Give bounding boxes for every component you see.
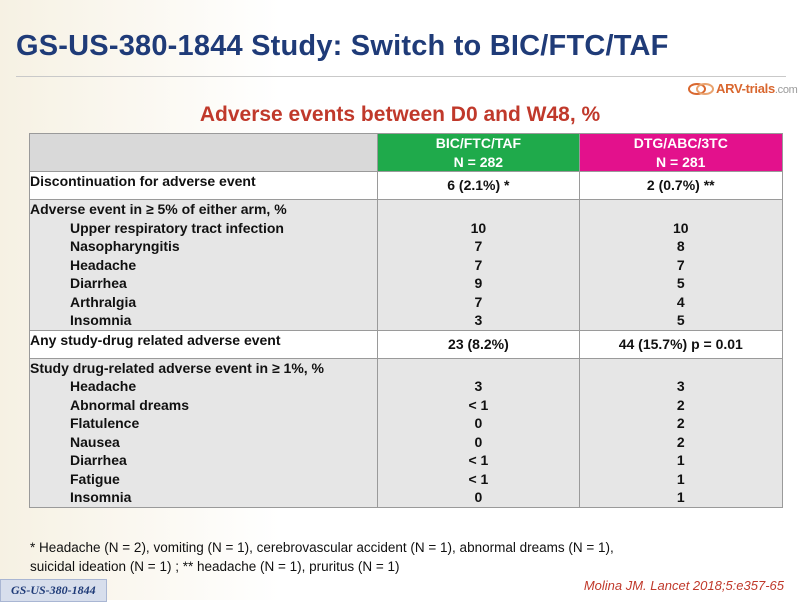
header-dtg-abc-3tc: DTG/ABC/3TC N = 281 [578, 133, 784, 172]
list-item-value: 1 [676, 452, 685, 468]
table-footnote: * Headache (N = 2), vomiting (N = 1), ce… [30, 538, 770, 576]
row-discontinuation: Discontinuation for adverse event 6 (2.1… [28, 171, 784, 200]
list-item-value: 7 [474, 293, 483, 310]
citation: Molina JM. Lancet 2018;5:e357-65 [583, 578, 784, 593]
header-bic-ftc-taf: BIC/FTC/TAF N = 282 [377, 133, 580, 172]
list-item-value: 5 [676, 275, 685, 291]
list-item-label: Diarrhea [70, 452, 127, 468]
list-item-value: 8 [676, 238, 685, 254]
arm2-name: DTG/ABC/3TC [633, 135, 728, 151]
logo-text: ARV-trials.com [716, 81, 798, 96]
group-heading: Study drug-related adverse event in ≥ 1%… [30, 359, 324, 376]
list-item-value: < 1 [468, 452, 489, 468]
list-item-value: 9 [474, 275, 483, 291]
arv-trials-logo: ARV-trials.com [688, 81, 798, 96]
list-item-value: < 1 [468, 396, 489, 413]
row-label-group: Adverse event in ≥ 5% of either arm, % U… [28, 199, 379, 331]
list-item-value: 2 [676, 415, 685, 431]
slide-title: GS-US-380-1844 Study: Switch to BIC/FTC/… [16, 30, 669, 62]
arv-logo-icon [688, 82, 714, 96]
row-label: Discontinuation for adverse event [28, 171, 379, 200]
arm1-name: BIC/FTC/TAF [435, 135, 522, 151]
list-item-value: 1 [676, 489, 685, 505]
table-subtitle: Adverse events between D0 and W48, % [199, 103, 601, 126]
list-item-label: Insomnia [70, 312, 132, 328]
footnote-line-2: suicidal ideation (N = 1) ; ** headache … [30, 559, 400, 574]
list-item-value: 7 [474, 256, 483, 273]
cell-arm2-group: 10 8 7 5 4 5 [578, 199, 784, 331]
row-related-1pct: Study drug-related adverse event in ≥ 1%… [28, 357, 784, 508]
list-item-label: Headache [70, 378, 137, 394]
title-divider [16, 76, 786, 77]
list-item-label: Abnormal dreams [70, 396, 190, 413]
list-item-label: Diarrhea [70, 275, 127, 291]
list-item-value: < 1 [468, 470, 489, 487]
header-blank-cell [28, 133, 379, 172]
list-item-value: 4 [676, 293, 685, 310]
arm2-n: N = 281 [656, 153, 706, 170]
list-item-value: 10 [470, 219, 487, 236]
list-item-label: Upper respiratory tract infection [70, 219, 284, 236]
list-item-value: 0 [474, 433, 483, 450]
list-item-label: Insomnia [70, 489, 132, 505]
footnote-line-1: * Headache (N = 2), vomiting (N = 1), ce… [30, 540, 614, 555]
list-item-value: 2 [676, 396, 685, 413]
cell-arm1: 23 (8.2%) [377, 329, 580, 359]
list-item-value: 0 [474, 489, 483, 505]
cell-arm1: 6 (2.1%) * [377, 171, 580, 200]
row-ae-5pct: Adverse event in ≥ 5% of either arm, % U… [28, 199, 784, 331]
list-item-label: Arthralgia [70, 293, 137, 310]
list-item-label: Headache [70, 256, 137, 273]
row-label-group: Study drug-related adverse event in ≥ 1%… [28, 357, 379, 508]
row-label: Any study-drug related adverse event [28, 329, 379, 359]
list-item-label: Nausea [70, 433, 120, 450]
adverse-events-table: BIC/FTC/TAF N = 282 DTG/ABC/3TC N = 281 … [28, 133, 784, 508]
cell-arm2: 44 (15.7%) p = 0.01 [578, 329, 784, 359]
list-item-value: 3 [474, 378, 483, 394]
arm1-n: N = 282 [453, 153, 504, 170]
list-item-value: 0 [474, 415, 483, 431]
group-heading: Adverse event in ≥ 5% of either arm, % [30, 201, 287, 217]
cell-arm2: 2 (0.7%) ** [578, 171, 784, 200]
list-item-value: 3 [474, 312, 483, 328]
list-item-label: Nasopharyngitis [70, 238, 180, 254]
list-item-value: 2 [676, 433, 685, 450]
list-item-label: Fatigue [70, 470, 120, 487]
cell-arm2-group: 3 2 2 2 1 1 1 [578, 357, 784, 508]
row-any-related: Any study-drug related adverse event 23 … [28, 329, 784, 359]
header-row: BIC/FTC/TAF N = 282 DTG/ABC/3TC N = 281 [28, 133, 784, 172]
list-item-value: 3 [676, 378, 685, 394]
cell-arm1-group: 10 7 7 9 7 3 [377, 199, 580, 331]
list-item-label: Flatulence [70, 415, 140, 431]
study-badge: GS-US-380-1844 [0, 579, 107, 602]
list-item-value: 10 [672, 219, 689, 236]
cell-arm1-group: 3 < 1 0 0 < 1 < 1 0 [377, 357, 580, 508]
list-item-value: 7 [676, 256, 685, 273]
list-item-value: 7 [474, 238, 483, 254]
list-item-value: 1 [676, 470, 685, 487]
list-item-value: 5 [676, 312, 685, 328]
